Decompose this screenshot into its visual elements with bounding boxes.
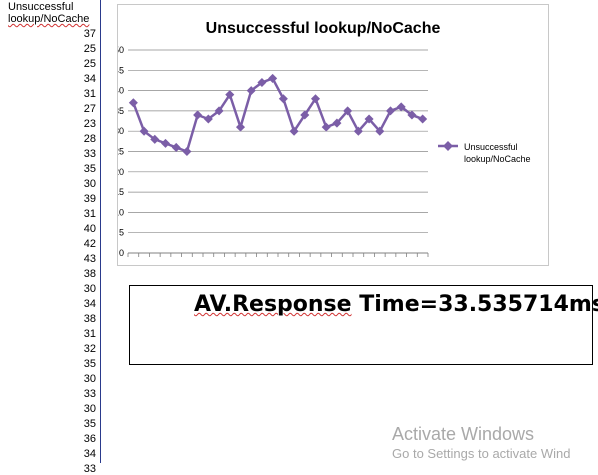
data-point [289, 126, 299, 136]
cell-value[interactable]: 38 [83, 313, 96, 325]
chart-canvas: Unsuccessful lookup/NoCache 0 5 10 15 20 25 30… [118, 20, 531, 258]
watermark-title: Activate Windows [392, 424, 535, 444]
chart-title: Unsuccessful lookup/NoCache [206, 20, 441, 37]
data-point [332, 118, 342, 128]
data-point [182, 146, 192, 157]
y-tick-label: 0 [119, 248, 124, 258]
y-tick-label: 25 [118, 147, 124, 157]
legend-marker [443, 141, 453, 151]
column-header-line2: lookup/NoCache [8, 13, 90, 25]
cell-value[interactable]: 28 [83, 133, 96, 145]
data-point [160, 138, 171, 148]
y-tick-label: 35 [118, 106, 124, 116]
cell-value[interactable]: 37 [83, 28, 96, 40]
cell-value[interactable]: 33 [83, 463, 96, 475]
cell-value[interactable]: 34 [83, 73, 96, 85]
data-point [385, 106, 396, 116]
data-point [364, 114, 374, 124]
data-point [396, 102, 406, 112]
data-point [235, 122, 246, 132]
cell-value[interactable]: 35 [83, 358, 96, 370]
activation-watermark: Activate Windows Go to Settings to activ… [392, 423, 570, 463]
spreadsheet-column[interactable]: Unsuccessful lookup/NoCache 37 25 25 34 31 27… [0, 0, 102, 475]
cell-value[interactable]: 43 [83, 253, 96, 265]
data-point [407, 110, 417, 120]
y-tick-label: 15 [118, 187, 124, 197]
cell-value[interactable]: 30 [83, 403, 96, 415]
cell-value[interactable]: 30 [83, 283, 96, 295]
response-time-box[interactable]: AV.Response Time=33.535714ms [129, 285, 598, 365]
cell-value[interactable]: 23 [83, 118, 96, 130]
data-point [257, 77, 267, 88]
cell-value[interactable]: 40 [83, 223, 96, 235]
cell-value[interactable]: 32 [83, 343, 96, 355]
column-header-line1: Unsuccessful [8, 1, 74, 13]
data-point [193, 110, 203, 120]
cell-value[interactable]: 35 [83, 163, 96, 175]
data-point [321, 122, 331, 132]
response-time-label: AV.Response [194, 292, 352, 317]
response-time-text: AV.Response Time=33.535714ms [194, 292, 598, 317]
cell-value[interactable]: 34 [83, 448, 96, 460]
data-point [214, 106, 224, 116]
cell-value[interactable]: 27 [83, 103, 96, 115]
cell-value[interactable]: 31 [83, 208, 96, 220]
data-point [171, 142, 181, 152]
cell-value[interactable]: 35 [83, 418, 96, 430]
y-tick-label: 40 [118, 86, 124, 96]
y-tick-label: 30 [118, 126, 124, 136]
data-point [268, 73, 278, 83]
legend-label-line1: Unsuccessful [464, 142, 518, 152]
y-tick-label: 45 [118, 65, 124, 75]
data-point [246, 86, 256, 96]
data-point [128, 98, 138, 108]
cell-value[interactable]: 30 [83, 373, 96, 385]
chart-gridlines [128, 49, 428, 254]
cell-value[interactable]: 33 [83, 388, 96, 400]
cell-value[interactable]: 31 [83, 88, 96, 100]
cell-value[interactable]: 42 [83, 238, 96, 250]
y-tick-label: 10 [118, 207, 124, 217]
x-axis-ticks [127, 253, 429, 257]
cell-value[interactable]: 33 [83, 148, 96, 160]
watermark-subtitle: Go to Settings to activate Wind [392, 446, 571, 461]
cell-value[interactable]: 30 [83, 178, 96, 190]
cell-value[interactable]: 39 [83, 193, 96, 205]
cell-value[interactable]: 38 [83, 268, 96, 280]
legend: Unsuccessful lookup/NoCache [438, 141, 531, 164]
data-point [278, 94, 288, 104]
y-tick-label: 20 [118, 167, 124, 177]
data-point [375, 126, 385, 136]
data-point [225, 90, 235, 100]
line-chart[interactable]: Unsuccessful lookup/NoCache 0 5 10 15 20 25 30… [117, 4, 549, 266]
y-tick-label: 5 [119, 228, 124, 238]
cell-value[interactable]: 25 [83, 58, 96, 70]
legend-label-line2: lookup/NoCache [464, 154, 531, 164]
cell-value[interactable]: 34 [83, 298, 96, 310]
cell-value[interactable]: 25 [83, 43, 96, 55]
data-point [418, 114, 428, 124]
cell-value[interactable]: 31 [83, 328, 96, 340]
response-time-value: Time=33.535714ms [359, 292, 598, 317]
y-tick-label: 50 [118, 45, 124, 55]
column-header[interactable]: Unsuccessful lookup/NoCache [8, 1, 102, 25]
series-line [132, 76, 424, 154]
y-axis-ticks: 0 5 10 15 20 25 30 35 40 45 50 [118, 45, 124, 258]
cell-value[interactable]: 36 [83, 433, 96, 445]
